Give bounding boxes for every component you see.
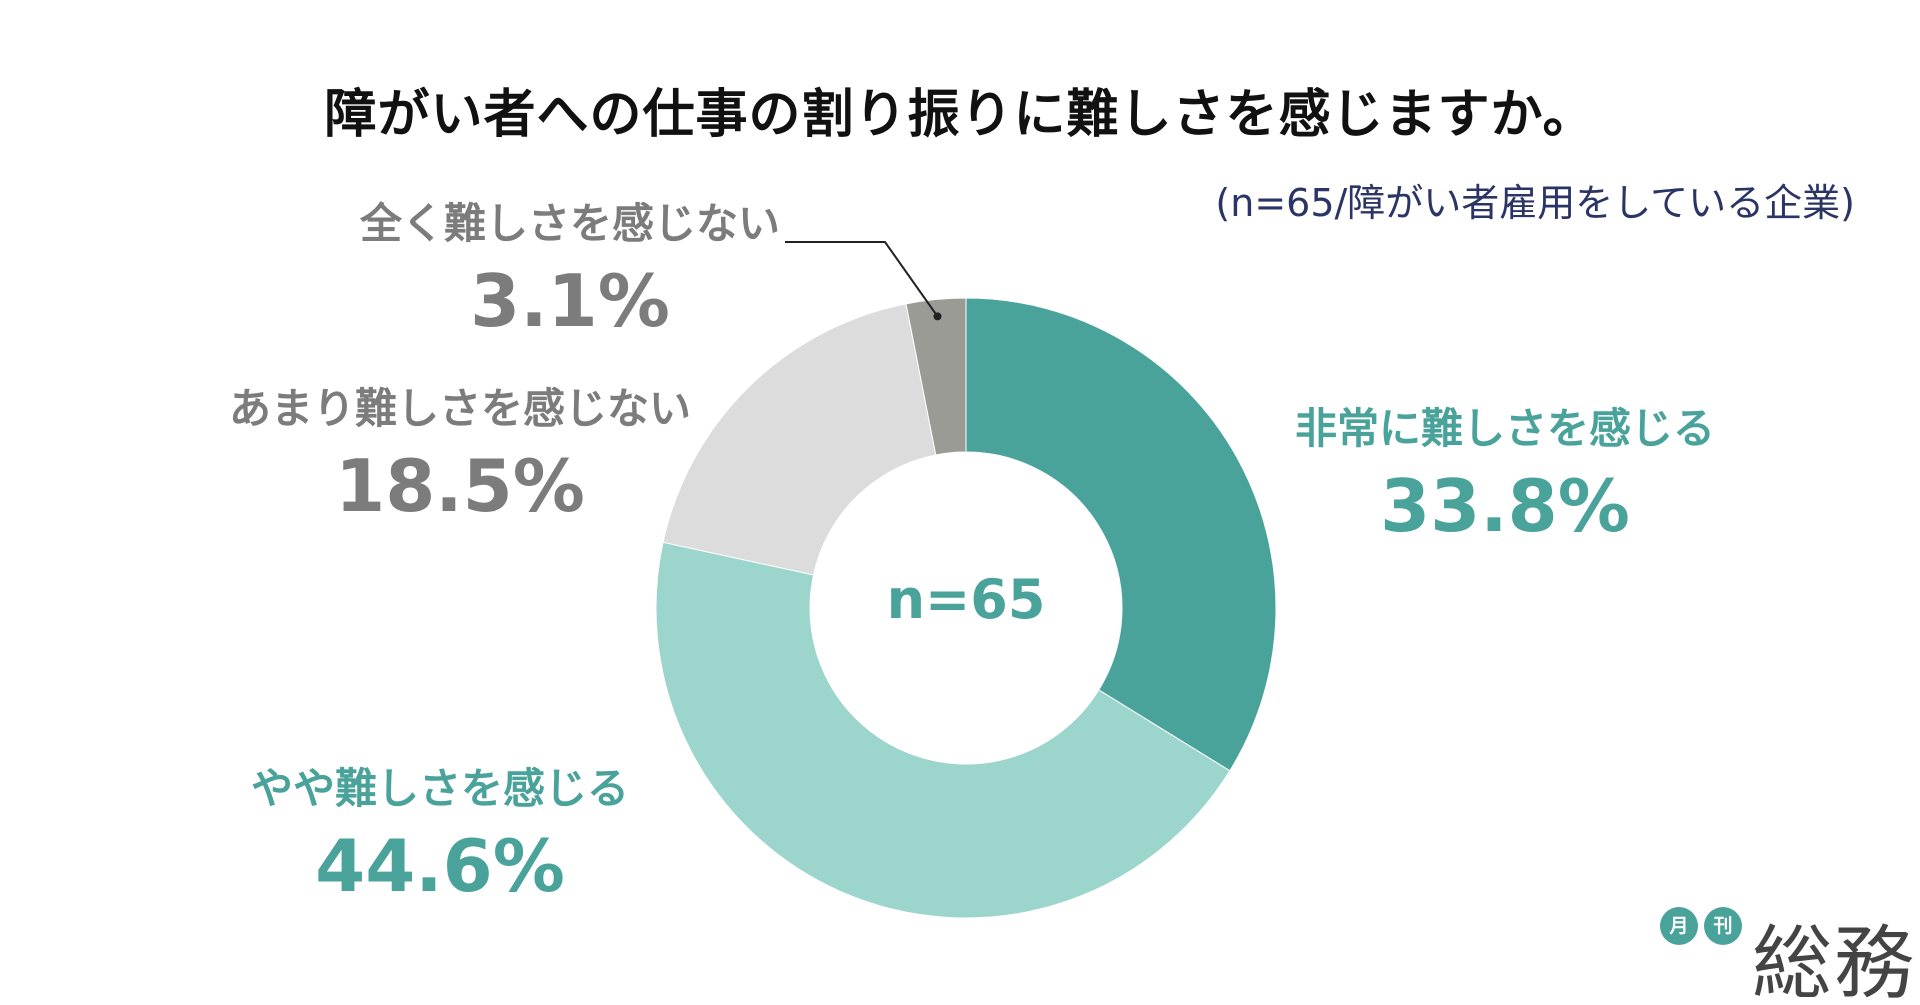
center-sample-label: n=65 [886, 568, 1046, 631]
chart-title: 障がい者への仕事の割り振りに難しさを感じますか。 [324, 85, 1596, 145]
slice-label-somewhat-difficult: やや難しさを感じる 44.6% [210, 755, 670, 908]
sample-note: (n=65/障がい者雇用をしている企業) [1215, 181, 1855, 225]
slice-not-very-difficult [662, 303, 937, 576]
slice-value: 3.1% [470, 259, 670, 343]
slice-label-very-difficult: 非常に難しさを感じる 33.8% [1270, 395, 1740, 548]
logo-circle-kan: 刊 [1704, 907, 1742, 945]
slice-not-at-all [905, 297, 967, 456]
slice-name: あまり難しさを感じない [228, 384, 691, 433]
slice-very-difficult [965, 297, 1277, 772]
slice-label-not-very-difficult: あまり難しさを感じない 18.5% [210, 375, 710, 528]
slice-value: 18.5% [335, 444, 585, 528]
slice-name: やや難しさを感じる [250, 764, 629, 813]
logo-wordmark: 総務 [1752, 917, 1916, 1005]
logo-circle-tsuki: 月 [1660, 907, 1698, 945]
leader-line-group [785, 241, 942, 321]
donut-slices [655, 297, 1277, 919]
slice-name: 全く難しさを感じない [360, 199, 781, 248]
slice-value: 44.6% [315, 824, 565, 908]
slice-value: 33.8% [1380, 464, 1630, 548]
slice-name: 非常に難しさを感じる [1294, 404, 1715, 453]
gekkan-soumu-logo: 月 刊 総務 [1660, 905, 1914, 1005]
leader-line [785, 241, 939, 317]
slice-label-not-at-all: 全く難しさを感じない 3.1% [360, 190, 780, 343]
slice-somewhat-difficult [655, 541, 1231, 919]
